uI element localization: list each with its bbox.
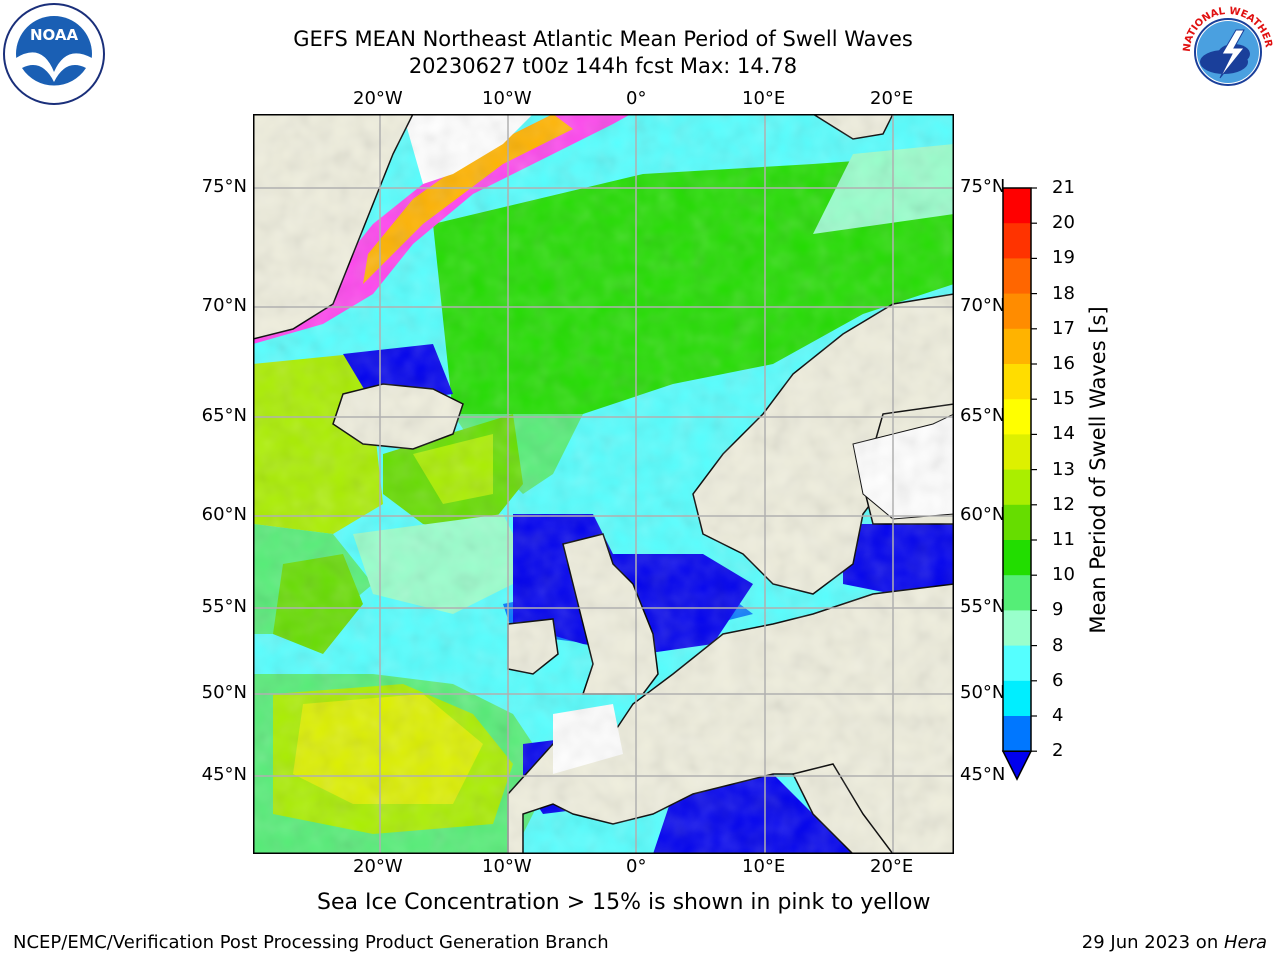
lat-label-right-70n: 70°N bbox=[960, 295, 1006, 316]
colorbar-tick-label: 10 bbox=[1052, 564, 1075, 586]
colorbar-tick-label: 6 bbox=[1052, 669, 1064, 691]
lat-label-left-70n: 70°N bbox=[201, 295, 247, 316]
map-frame bbox=[253, 114, 954, 854]
noaa-logo-text: NOAA bbox=[30, 26, 79, 44]
lat-label-left-65n: 65°N bbox=[201, 405, 247, 426]
colorbar-band bbox=[1003, 504, 1031, 541]
map-gridlines bbox=[253, 114, 954, 854]
sea-ice-caption: Sea Ice Concentration > 15% is shown in … bbox=[317, 890, 931, 915]
colorbar-tick-label: 18 bbox=[1052, 282, 1075, 304]
colorbar-tick-label: 12 bbox=[1052, 493, 1075, 515]
colorbar-band bbox=[1003, 610, 1031, 647]
lon-label-top-10e: 10°E bbox=[742, 88, 786, 109]
lon-label-top-20w: 20°W bbox=[353, 88, 403, 109]
colorbar-band bbox=[1003, 680, 1031, 717]
lat-label-right-75n: 75°N bbox=[960, 176, 1006, 197]
lat-label-right-60n: 60°N bbox=[960, 504, 1006, 525]
lat-label-left-60n: 60°N bbox=[201, 504, 247, 525]
footer-date-text: 29 Jun 2023 on bbox=[1081, 932, 1224, 953]
colorbar-band bbox=[1003, 399, 1031, 435]
colorbar-label: Mean Period of Swell Waves [s] bbox=[1086, 306, 1110, 634]
lat-label-right-50n: 50°N bbox=[960, 682, 1006, 703]
colorbar-band bbox=[1003, 364, 1031, 400]
colorbar-band bbox=[1003, 645, 1031, 682]
field-texture bbox=[253, 114, 954, 854]
colorbar-tick-label: 4 bbox=[1052, 705, 1064, 726]
lat-label-right-55n: 55°N bbox=[960, 596, 1006, 617]
noaa-logo: NOAA bbox=[3, 3, 105, 105]
lon-label-bottom-0: 0° bbox=[626, 856, 647, 877]
lat-label-left-50n: 50°N bbox=[201, 682, 247, 703]
colorbar bbox=[1001, 187, 1037, 781]
swell-period-map bbox=[253, 114, 954, 854]
colorbar-tick-label: 2 bbox=[1052, 740, 1064, 762]
colorbar-tick-label: 9 bbox=[1052, 599, 1064, 621]
colorbar-tick-label: 11 bbox=[1052, 529, 1075, 550]
lon-label-top-20e: 20°E bbox=[870, 88, 914, 109]
colorbar-tick-label: 21 bbox=[1052, 177, 1075, 198]
forecast-subtitle: 20230627 t00z 144h fcst Max: 14.78 bbox=[408, 54, 798, 78]
colorbar-tick-label: 15 bbox=[1052, 388, 1075, 410]
footer-credit: NCEP/EMC/Verification Post Processing Pr… bbox=[13, 932, 609, 953]
lon-label-bottom-20w: 20°W bbox=[353, 856, 403, 877]
colorbar-band bbox=[1003, 469, 1031, 506]
lon-label-bottom-10w: 10°W bbox=[482, 856, 532, 877]
colorbar-tick-label: 16 bbox=[1052, 353, 1075, 374]
colorbar-band bbox=[1003, 434, 1031, 471]
lat-label-left-45n: 45°N bbox=[201, 764, 247, 785]
nws-logo: NATIONAL WEATHER SERVICE bbox=[1178, 2, 1276, 100]
colorbar-band bbox=[1003, 188, 1031, 224]
lon-label-bottom-20e: 20°E bbox=[870, 856, 914, 877]
colorbar-band bbox=[1003, 293, 1031, 330]
colorbar-band bbox=[1003, 716, 1031, 752]
colorbar-band bbox=[1003, 258, 1031, 295]
lon-label-top-10w: 10°W bbox=[482, 88, 532, 109]
page-title: GEFS MEAN Northeast Atlantic Mean Period… bbox=[293, 27, 913, 51]
colorbar-tick-label: 19 bbox=[1052, 247, 1075, 269]
lat-label-left-75n: 75°N bbox=[201, 176, 247, 197]
colorbar-band bbox=[1003, 575, 1031, 611]
colorbar-band bbox=[1003, 540, 1031, 576]
colorbar-tick-label: 8 bbox=[1052, 634, 1064, 656]
colorbar-band bbox=[1003, 328, 1031, 365]
footer-host: Hera bbox=[1223, 932, 1267, 953]
lat-label-right-65n: 65°N bbox=[960, 405, 1006, 426]
colorbar-tick-label: 20 bbox=[1052, 212, 1075, 234]
lat-label-left-55n: 55°N bbox=[201, 596, 247, 617]
colorbar-band bbox=[1003, 223, 1031, 259]
lat-label-right-45n: 45°N bbox=[960, 764, 1006, 785]
lon-label-bottom-10e: 10°E bbox=[742, 856, 786, 877]
colorbar-tick-label: 17 bbox=[1052, 317, 1075, 339]
colorbar-extend-triangle bbox=[1001, 750, 1033, 781]
colorbar-tick-label: 13 bbox=[1052, 458, 1075, 480]
lon-label-top-0: 0° bbox=[626, 88, 647, 109]
colorbar-tick-label: 14 bbox=[1052, 423, 1075, 445]
footer-date: 29 Jun 2023 on Hera bbox=[1082, 932, 1267, 953]
